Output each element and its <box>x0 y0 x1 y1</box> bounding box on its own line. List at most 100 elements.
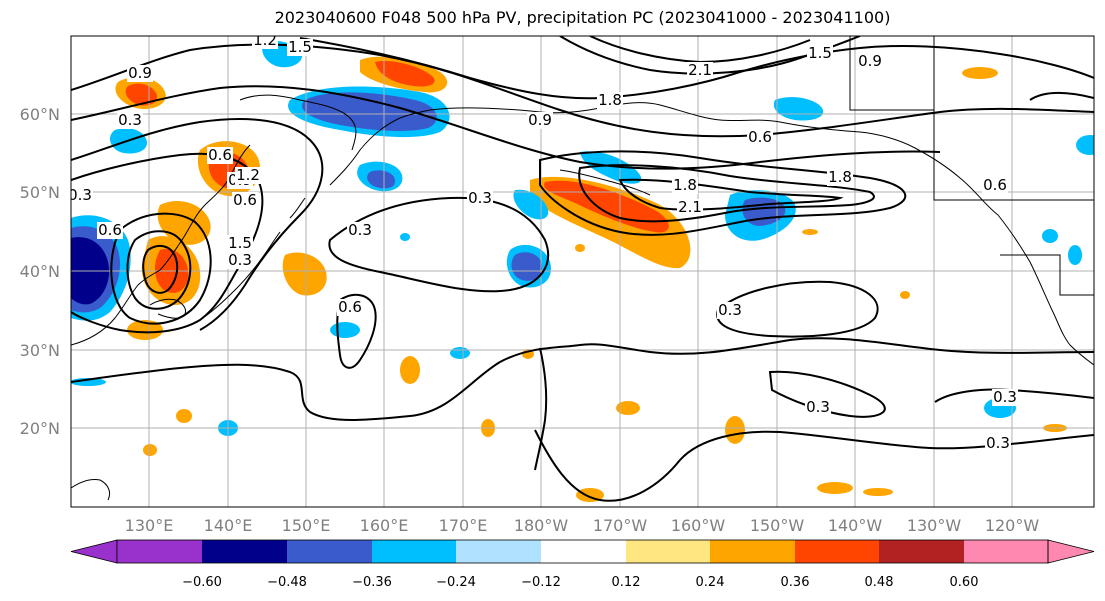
colorbar-extend-high <box>1047 539 1095 564</box>
contour-label-bg <box>992 389 1018 406</box>
lon-label: 170°W <box>593 516 648 535</box>
shade-neg <box>1068 245 1082 265</box>
colorbar-segments <box>70 539 1095 564</box>
contour-label-bg <box>252 36 278 49</box>
contour-label: 0.3 <box>348 221 372 239</box>
contour-label: 0.3 <box>228 251 252 269</box>
shade-pos <box>176 409 192 423</box>
map-frame <box>70 35 1095 508</box>
contour-label-bg <box>677 199 703 216</box>
contour-line <box>126 230 192 310</box>
colorbar-segment <box>795 540 879 563</box>
map-title: 2023040600 F048 500 hPa PV, precipitatio… <box>274 8 891 27</box>
contour-label-bg <box>687 62 713 79</box>
shade-neg <box>450 347 470 359</box>
contour-label: 0.3 <box>806 398 830 416</box>
colorbar-tick-label: 0.36 <box>781 575 810 590</box>
colorbar-frame <box>116 539 1049 564</box>
shade-neg <box>400 233 410 241</box>
colorbar-segment <box>626 540 710 563</box>
contour-label: 0.3 <box>118 111 142 129</box>
contour-label: 0.3 <box>718 301 742 319</box>
border-canada-us <box>933 36 1094 201</box>
shade-pos <box>802 229 818 235</box>
contour-label-bg <box>207 147 233 164</box>
contour-line <box>328 196 550 293</box>
colorbar-segment <box>879 540 964 563</box>
contour-line <box>142 244 179 294</box>
contour-label: 0.6 <box>98 221 122 239</box>
contour-label-bg <box>337 299 363 316</box>
lon-label: 140°W <box>828 516 883 535</box>
colorbar-segment <box>710 540 795 563</box>
contour-line <box>299 37 1094 100</box>
contour-label-bg <box>982 177 1008 194</box>
lat-label: 60°N <box>20 105 60 124</box>
contour-label-bg <box>227 252 253 269</box>
colorbar-segment <box>202 540 287 563</box>
contour-label: 0.3 <box>986 434 1010 452</box>
colorbar-ticks: −0.60 −0.48 −0.36 −0.24 −0.12 0.12 0.24 … <box>182 575 978 590</box>
contour-label: 0.9 <box>528 111 552 129</box>
contour-line <box>618 178 844 211</box>
contour-line <box>336 293 377 369</box>
border-states <box>1000 254 1094 296</box>
colorbar-tick-label: 0.24 <box>696 575 725 590</box>
coast-philippines <box>71 479 111 501</box>
contour-label: 1.8 <box>673 176 697 194</box>
colorbar-segment <box>372 540 456 563</box>
colorbar-tick-label: −0.60 <box>182 575 222 590</box>
lon-label: 160°E <box>360 516 409 535</box>
shade-neg <box>580 151 642 184</box>
shade-pos <box>143 444 157 456</box>
shade-pos <box>725 416 745 444</box>
shade-neg <box>1042 229 1058 243</box>
lon-label: 150°W <box>750 516 805 535</box>
shade-neg <box>1076 135 1094 155</box>
colorbar-tick-label: −0.24 <box>436 575 476 590</box>
contour-label-bg <box>232 192 258 209</box>
shade-pos <box>282 252 327 296</box>
contour-label: 2.1 <box>678 198 702 216</box>
contour-label: 1.5 <box>808 44 832 62</box>
contour-label-bg <box>127 65 153 82</box>
contour-label-bg <box>97 222 123 239</box>
contour-label: 1.2 <box>236 166 260 184</box>
contour-line <box>71 337 1094 421</box>
coast-asia <box>71 144 251 346</box>
contour-label: 1.8 <box>828 168 852 186</box>
contour-label-bg <box>717 302 743 319</box>
lon-label: 120°W <box>985 516 1040 535</box>
contour-label: 0.3 <box>468 189 492 207</box>
contour-label-bg <box>227 235 253 252</box>
contour-label: 0.6 <box>983 176 1007 194</box>
contour-line <box>716 280 879 338</box>
coast-aleutians <box>559 169 651 196</box>
lon-label: 130°W <box>907 516 962 535</box>
contour-label: 1.5 <box>288 38 312 56</box>
border-yukon <box>849 36 934 111</box>
contour-labels: 0.9 0.3 0.6 1.5 1.2 1.8 2.1 0.9 0.6 1.8 2.1 1.5 0.9 0… <box>68 36 1018 452</box>
lon-label: 170°E <box>439 516 488 535</box>
contour-label-bg <box>117 112 143 129</box>
contour-line <box>539 150 907 236</box>
contour-label-bg <box>527 112 553 129</box>
contour-label: 0.3 <box>68 186 92 204</box>
shade-pos <box>900 291 910 299</box>
contour-label-bg <box>672 177 698 194</box>
shade-pos <box>616 401 640 415</box>
shade-neg <box>773 97 824 121</box>
contour-line <box>110 212 212 325</box>
contour-line <box>71 43 1094 138</box>
colorbar-tick-label: 0.48 <box>865 575 894 590</box>
shade-pos <box>817 482 853 494</box>
contour-label: 0.6 <box>338 298 362 316</box>
colorbar-tick-label: −0.36 <box>352 575 392 590</box>
contour-label-bg <box>805 399 831 416</box>
contour-label-bg <box>827 169 853 186</box>
contour-label: 0.3 <box>993 388 1017 406</box>
colorbar-segment <box>287 540 372 563</box>
contour-label: 0.6 <box>208 146 232 164</box>
lat-axis: 60°N 50°N 40°N 30°N 20°N <box>20 105 60 438</box>
